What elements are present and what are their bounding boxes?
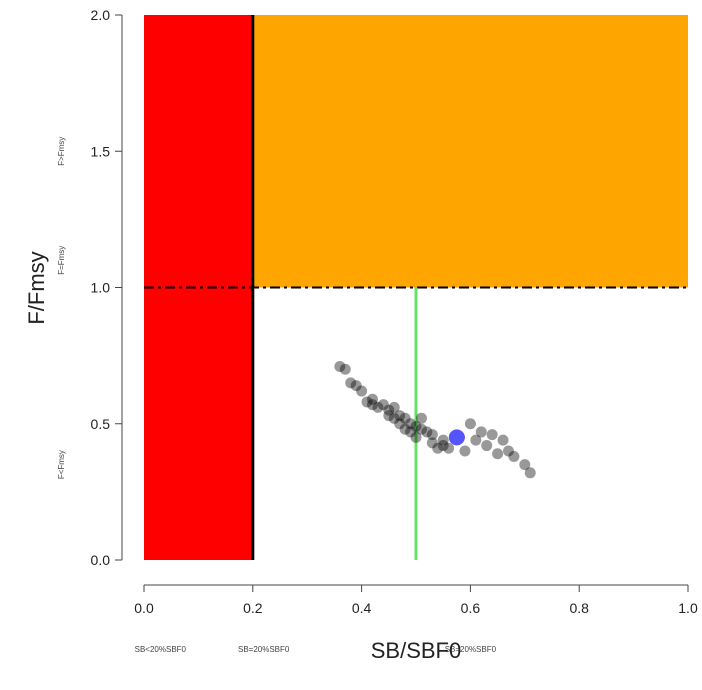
data-point [394,410,406,422]
data-point [377,399,389,411]
x-tick-label: 0.4 [352,600,372,616]
data-point [459,445,471,457]
data-point [394,418,406,430]
y-axis-title: F/Fmsy [24,251,49,324]
data-point [372,401,384,413]
regions-layer [144,15,689,560]
data-point [437,440,449,452]
y-tick-label: 0.0 [91,552,111,568]
data-point [339,363,351,375]
data-point [361,396,373,408]
data-point [399,412,411,424]
data-point [432,442,444,454]
x-tick-label: 1.0 [678,600,698,616]
current-status-point [448,429,465,446]
y-annotation: F=Fmsy [57,246,66,275]
data-point [383,404,395,416]
x-annotation: SB=20%SBF0 [445,645,497,654]
data-point [399,423,411,435]
data-point [334,361,346,373]
data-point [356,385,368,397]
y-tick-label: 0.5 [91,416,111,432]
data-point [475,426,487,438]
y-tick-label: 2.0 [91,7,111,23]
points-layer [334,361,536,479]
data-point [524,467,536,479]
x-tick-label: 0.2 [243,600,263,616]
data-point [470,434,482,446]
annotations-layer: SB<20%SBF0 SB=20%SBF0 SB=20%SBF0 F>Fmsy F=Fm… [57,137,497,654]
data-point [426,437,438,449]
data-point [464,418,476,430]
axes-layer: 0.0 0.2 0.4 0.6 0.8 1.0 0.0 0.5 1.0 1.5 2.0 [91,7,698,616]
data-point [415,423,427,435]
data-point [405,426,417,438]
data-point [502,445,514,457]
data-point [443,442,455,454]
data-point [366,393,378,405]
x-tick-label: 0.8 [569,600,589,616]
y-tick-label: 1.5 [91,143,111,159]
data-point [388,401,400,413]
data-point [481,440,493,452]
x-tick-label: 0.0 [134,600,154,616]
data-point [426,429,438,441]
data-point [415,412,427,424]
y-annotation: F>Fmsy [57,137,66,166]
x-axis-title: SB/SBF0 [371,638,461,663]
x-annotation: SB<20%SBF0 [135,645,187,654]
data-point [410,420,422,432]
data-point [421,426,433,438]
region-orange [252,15,689,288]
data-point [492,448,504,460]
data-point [497,434,509,446]
data-point [508,450,520,462]
data-point [345,377,357,389]
data-point [437,434,449,446]
y-tick-label: 1.0 [91,280,111,296]
data-point [405,418,417,430]
data-point [388,412,400,424]
reference-lines-layer [144,15,688,560]
data-point [519,459,531,471]
data-point [383,410,395,422]
data-point [486,429,498,441]
data-point [410,431,422,443]
y-annotation: F<Fmsy [57,450,66,479]
x-tick-label: 0.6 [461,600,481,616]
x-annotation: SB=20%SBF0 [238,645,290,654]
data-point [350,380,362,392]
data-point [366,399,378,411]
